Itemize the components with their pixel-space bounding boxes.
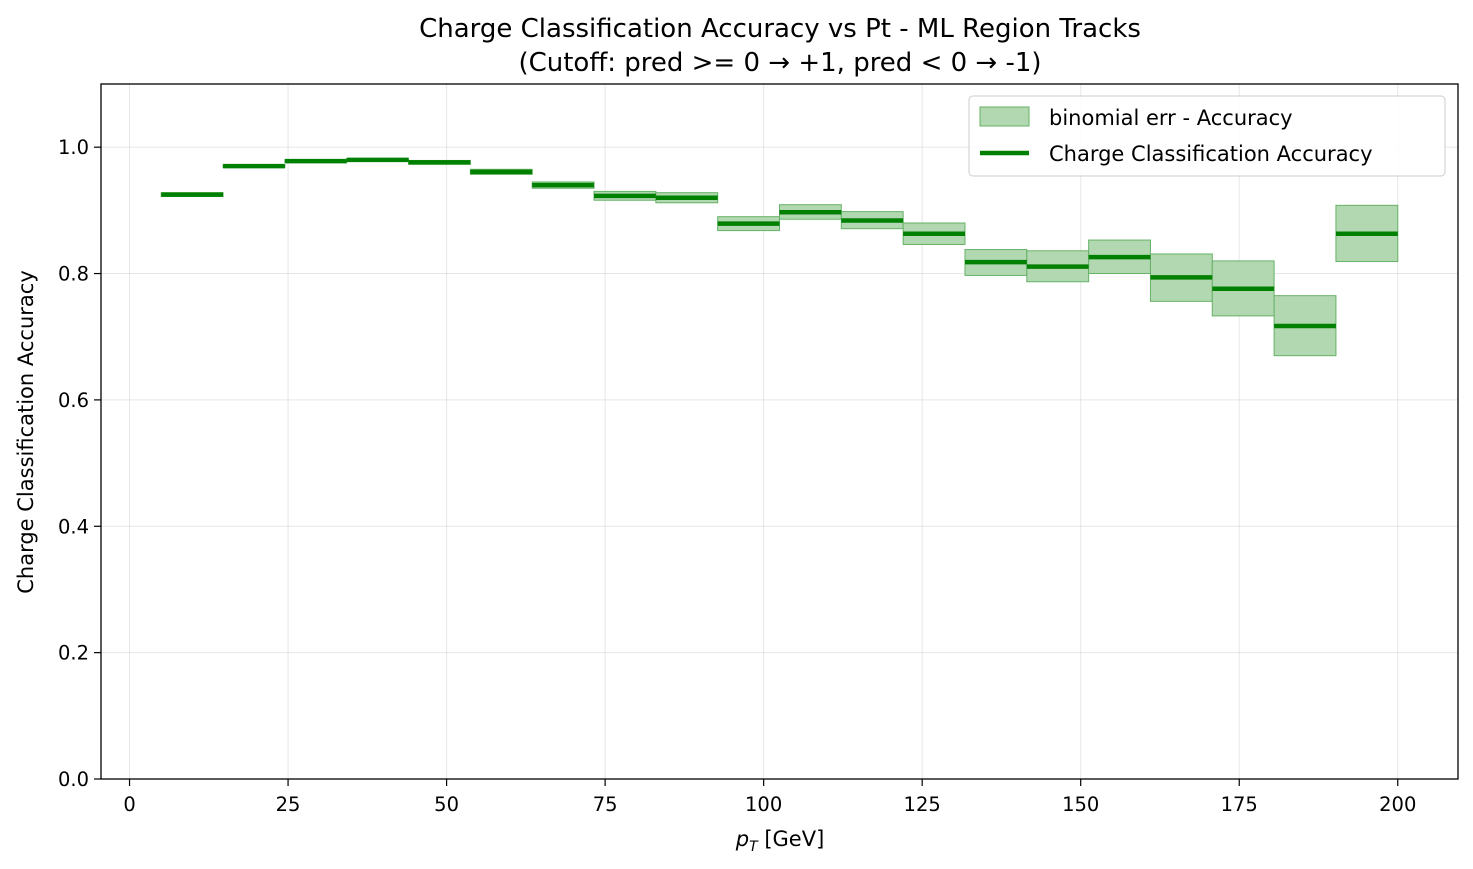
- x-tick-label: 75: [593, 793, 618, 816]
- chart-subtitle: (Cutoff: pred >= 0 → +1, pred < 0 → -1): [518, 48, 1041, 78]
- x-axis-label: pT [GeV]: [735, 827, 825, 855]
- legend-band-swatch: [979, 106, 1030, 127]
- legend-band-label: binomial err - Accuracy: [1049, 106, 1293, 130]
- grid-lines: [101, 84, 1458, 780]
- legend: binomial err - Accuracy Charge Classific…: [968, 95, 1446, 177]
- y-tick-label: 0.4: [58, 515, 89, 538]
- y-tick-label: 0.2: [58, 642, 89, 665]
- error-bands: [160, 158, 1399, 357]
- x-tick-label: 50: [434, 793, 459, 816]
- accuracy-steps: [161, 157, 1398, 329]
- y-tick-label: 0.8: [58, 263, 89, 286]
- y-tick-label: 1.0: [58, 136, 89, 159]
- x-axis-label-subscript: T: [749, 839, 759, 855]
- x-tick-label: 175: [1221, 793, 1258, 816]
- x-tick-label: 125: [904, 793, 941, 816]
- legend-line-label: Charge Classification Accuracy: [1049, 142, 1373, 166]
- x-tick-label: 0: [123, 793, 135, 816]
- legend-box: [968, 95, 1446, 177]
- y-ticks: 0.0 0.2 0.4 0.6 0.8 1.0: [58, 136, 101, 791]
- plot-frame: [100, 83, 1459, 780]
- x-tick-label: 100: [745, 793, 782, 816]
- x-ticks: 0 25 50 75 100 125 150 175 200: [123, 779, 1416, 816]
- x-tick-label: 25: [276, 793, 301, 816]
- chart-title: Charge Classification Accuracy vs Pt - M…: [419, 14, 1141, 44]
- y-axis-label: Charge Classification Accuracy: [14, 270, 38, 594]
- y-tick-label: 0.0: [58, 768, 89, 791]
- x-axis-label-unit: [GeV]: [758, 827, 825, 851]
- y-tick-label: 0.6: [58, 389, 89, 412]
- x-tick-label: 200: [1379, 793, 1416, 816]
- x-tick-label: 150: [1062, 793, 1099, 816]
- x-axis-label-main: p: [735, 827, 749, 851]
